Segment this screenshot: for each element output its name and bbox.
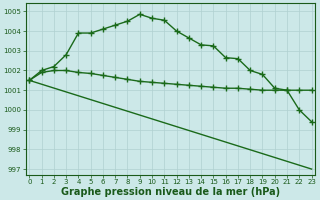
X-axis label: Graphe pression niveau de la mer (hPa): Graphe pression niveau de la mer (hPa) — [61, 187, 280, 197]
